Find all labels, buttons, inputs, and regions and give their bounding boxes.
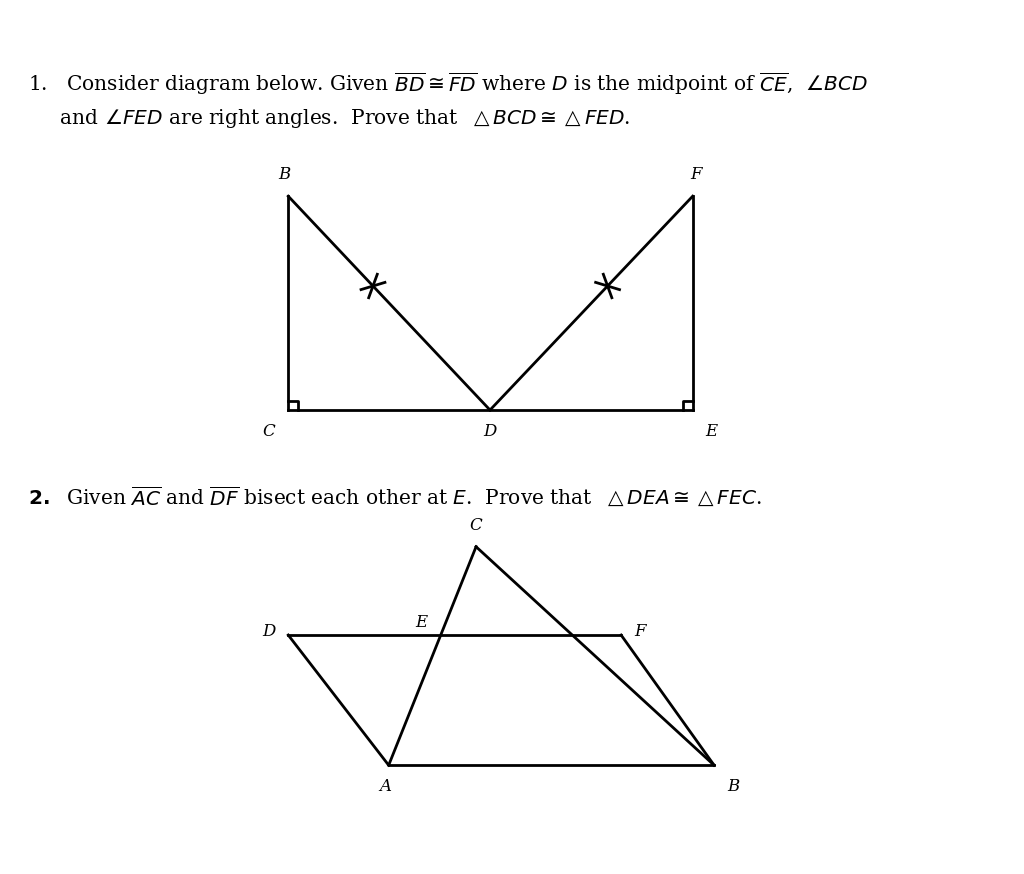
Text: E: E [706, 423, 718, 440]
Text: 1.   Consider diagram below. Given $\overline{BD} \cong \overline{FD}$ where $D$: 1. Consider diagram below. Given $\overl… [28, 70, 867, 97]
Text: D: D [483, 423, 497, 440]
Text: F: F [690, 166, 702, 184]
Text: $\mathbf{2.}$  Given $\overline{AC}$ and $\overline{DF}$ bisect each other at $E: $\mathbf{2.}$ Given $\overline{AC}$ and … [28, 484, 762, 509]
Text: and $\angle FED$ are right angles.  Prove that  $\triangle BCD \cong \triangle F: and $\angle FED$ are right angles. Prove… [28, 107, 630, 130]
Text: B: B [279, 166, 291, 184]
Text: D: D [262, 623, 275, 640]
Text: E: E [416, 614, 428, 631]
Text: C: C [470, 517, 482, 534]
Text: C: C [262, 423, 275, 440]
Text: B: B [727, 778, 739, 795]
Text: F: F [634, 623, 646, 640]
Text: A: A [379, 778, 391, 795]
